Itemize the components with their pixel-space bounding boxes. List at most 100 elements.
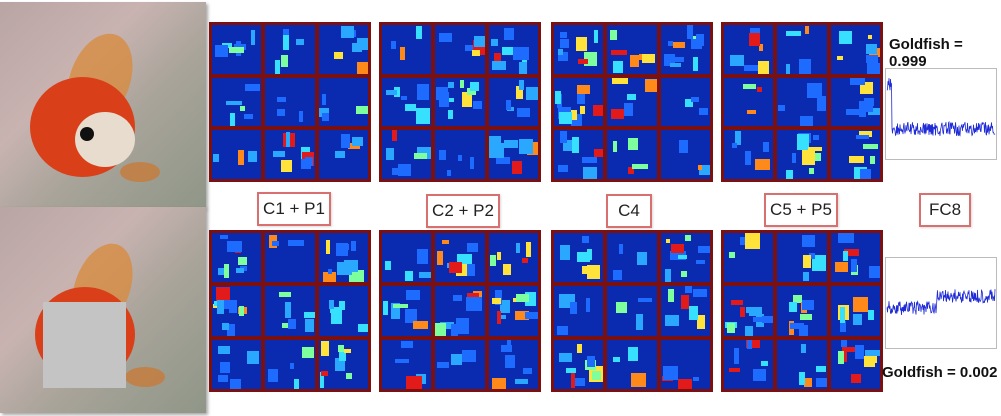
feature-map-cell [777, 25, 827, 74]
activation-spot [637, 297, 652, 303]
activation-spot [338, 345, 344, 352]
activation-spot [758, 44, 763, 52]
activation-spot [624, 102, 634, 117]
activation-spot [679, 139, 688, 153]
activation-spot [559, 353, 572, 362]
activation-spot [501, 344, 513, 352]
activation-spot [218, 345, 231, 354]
fish-tail [125, 367, 165, 387]
activation-spot [754, 158, 770, 170]
activation-spot [635, 313, 644, 330]
feature-grid-c5p5-top [721, 22, 883, 182]
feature-map-cell [488, 339, 538, 389]
activation-spot [792, 295, 802, 303]
activation-spot [284, 301, 291, 318]
activation-spot [226, 101, 242, 106]
activation-spot [577, 343, 583, 353]
feature-map-cell [435, 130, 485, 179]
activation-spot [492, 60, 507, 70]
activation-spot [835, 262, 848, 272]
activation-spot [218, 267, 225, 275]
activation-spot [466, 243, 479, 252]
activation-spot [469, 81, 480, 92]
activation-spot [496, 252, 502, 261]
activation-spot [747, 110, 757, 115]
feature-map-cell [724, 25, 774, 74]
activation-spot [334, 150, 345, 158]
activation-spot [789, 302, 797, 313]
activation-spot [680, 270, 687, 278]
activation-spot [343, 259, 358, 273]
feature-map-cell [660, 339, 710, 389]
feature-map-cell [777, 339, 827, 389]
feature-map-cell [830, 130, 880, 179]
activation-spot [405, 271, 414, 282]
activation-spot [799, 372, 805, 385]
activation-spot [215, 44, 229, 57]
activation-spot [786, 169, 794, 179]
activation-spot [351, 240, 356, 251]
activation-spot [796, 134, 810, 150]
activation-spot [808, 146, 822, 151]
activation-spot [842, 347, 856, 352]
activation-spot [693, 288, 708, 298]
activation-spot [862, 144, 878, 150]
activation-spot [627, 346, 638, 362]
activation-spot [515, 379, 528, 385]
activation-spot [473, 36, 485, 48]
activation-spot [348, 269, 364, 283]
feature-map-cell [382, 286, 432, 336]
activation-spot [611, 108, 624, 120]
activation-spot [222, 322, 230, 330]
activation-spot [518, 61, 528, 74]
activation-spot [221, 299, 234, 309]
feature-map-cell [265, 233, 315, 283]
activation-spot [579, 105, 586, 114]
activation-spot [392, 304, 408, 309]
activation-spot [518, 80, 525, 90]
feature-map-cell [212, 339, 262, 389]
activation-spot [492, 378, 507, 389]
feature-map-cell [607, 25, 657, 74]
feature-grid-c1p1-bottom [209, 230, 371, 392]
feature-map-cell [435, 339, 485, 389]
activation-spot [217, 300, 225, 314]
activation-spot [578, 58, 589, 64]
fc8-plot-top [885, 68, 997, 160]
feature-map-cell [554, 130, 604, 179]
activation-spot [515, 293, 529, 303]
activation-spot [321, 112, 329, 122]
layer-label-c4: C4 [606, 194, 652, 228]
feature-map-cell [318, 286, 368, 336]
activation-spot [692, 57, 699, 72]
activation-spot [758, 60, 769, 74]
activation-spot [506, 340, 512, 351]
feature-map-cell [212, 286, 262, 336]
activation-spot [726, 323, 735, 334]
activation-spot [280, 160, 292, 173]
activation-spot [671, 243, 684, 253]
feature-map-cell [607, 233, 657, 283]
feature-map-cell [435, 77, 485, 127]
activation-spot [321, 340, 330, 356]
prediction-bottom: Goldfish = 0.002 [882, 364, 998, 381]
activation-spot [330, 310, 342, 324]
activation-spot [870, 156, 876, 164]
activation-spot [665, 269, 672, 282]
feature-map-cell [607, 130, 657, 179]
activation-spot [237, 257, 247, 265]
occlusion-patch [43, 302, 126, 388]
activation-spot [859, 130, 873, 138]
activation-spot [352, 43, 363, 53]
activation-spot [557, 48, 563, 55]
activation-spot [447, 170, 452, 177]
activation-spot [215, 287, 230, 301]
activation-spot [438, 91, 450, 108]
activation-spot [436, 361, 450, 369]
activation-spot [336, 243, 349, 257]
activation-spot [513, 46, 529, 61]
feature-map-cell [488, 130, 538, 179]
feature-map-cell [830, 77, 880, 127]
layer-label-c5p5: C5 + P5 [764, 193, 838, 227]
activation-spot [613, 269, 623, 281]
